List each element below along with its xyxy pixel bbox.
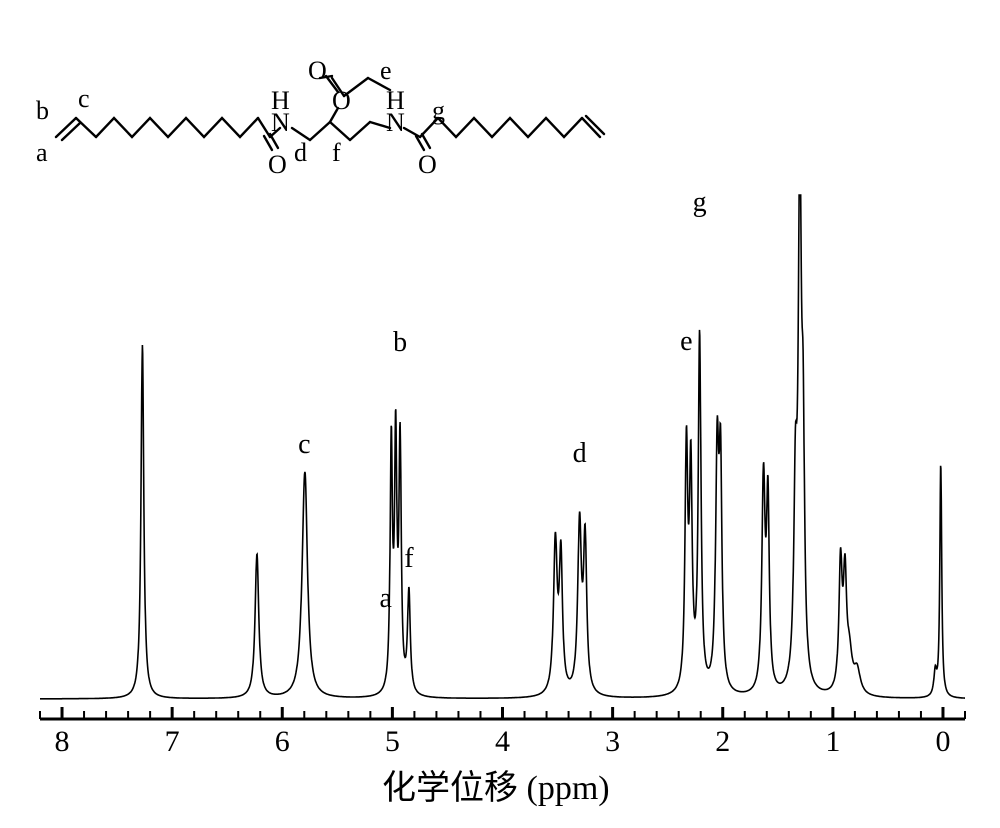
x-tick-7: 7 bbox=[165, 725, 180, 759]
x-tick-4: 4 bbox=[495, 725, 510, 759]
x-tick-0: 0 bbox=[935, 725, 950, 759]
x-tick-2: 2 bbox=[715, 725, 730, 759]
x-tick-3: 3 bbox=[605, 725, 620, 759]
peak-label-a: a bbox=[380, 583, 392, 615]
nmr-plot bbox=[0, 0, 1000, 828]
peak-label-b: b bbox=[393, 327, 407, 359]
x-tick-8: 8 bbox=[55, 725, 70, 759]
peak-label-c: c bbox=[298, 429, 310, 461]
x-axis-label: 化学位移 (ppm) bbox=[382, 760, 610, 809]
peak-label-d: d bbox=[573, 438, 587, 470]
peak-label-e: e bbox=[680, 326, 692, 358]
peak-label-g: g bbox=[693, 187, 707, 219]
peak-label-f: f bbox=[404, 543, 413, 575]
x-tick-5: 5 bbox=[385, 725, 400, 759]
x-tick-6: 6 bbox=[275, 725, 290, 759]
x-tick-1: 1 bbox=[825, 725, 840, 759]
figure-root: a b c d e f g H N O O O H N O 876543210 … bbox=[0, 0, 1000, 828]
